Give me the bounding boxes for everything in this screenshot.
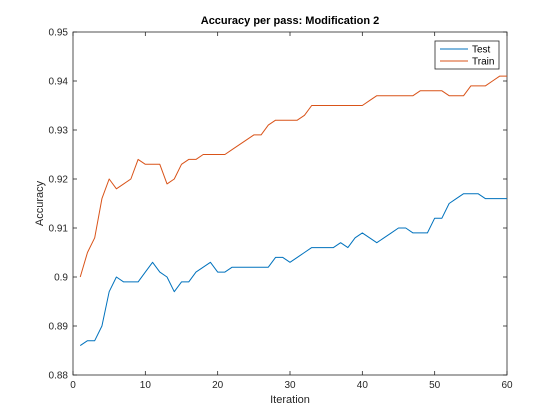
axis-ticks: 0 10 20 30 40 50 60 0.88 0.89 0.9 0.91 0.92 0.93 0.94… [49, 28, 513, 392]
y-tick-label: 0.93 [49, 126, 69, 137]
x-tick-label: 60 [501, 380, 513, 391]
legend-label-train: Train [472, 57, 494, 68]
y-tick-label: 0.88 [49, 371, 69, 382]
series-layer [79, 75, 507, 347]
legend: Test Train [434, 40, 500, 70]
chart-title: Accuracy per pass: Modification 2 [201, 15, 380, 27]
x-tick-label: 30 [284, 380, 296, 391]
x-tick-label: 10 [140, 380, 152, 391]
y-tick-label: 0.9 [54, 273, 68, 284]
y-tick-label: 0.92 [49, 175, 69, 186]
series-line-train [79, 75, 507, 278]
y-tick-label: 0.89 [49, 322, 69, 333]
x-tick-label: 0 [70, 380, 76, 391]
legend-box [434, 40, 500, 70]
legend-label-test: Test [472, 45, 491, 56]
x-axis-title: Iteration [270, 394, 310, 406]
y-axis-title: Accuracy [34, 180, 46, 226]
y-tick-label: 0.95 [49, 28, 69, 39]
x-tick-label: 20 [212, 380, 224, 391]
series-line-test [79, 193, 507, 347]
y-tick-label: 0.91 [49, 224, 69, 235]
plot-area [72, 31, 508, 376]
x-tick-label: 40 [357, 380, 369, 391]
y-tick-label: 0.94 [49, 77, 69, 88]
x-tick-label: 50 [429, 380, 441, 391]
